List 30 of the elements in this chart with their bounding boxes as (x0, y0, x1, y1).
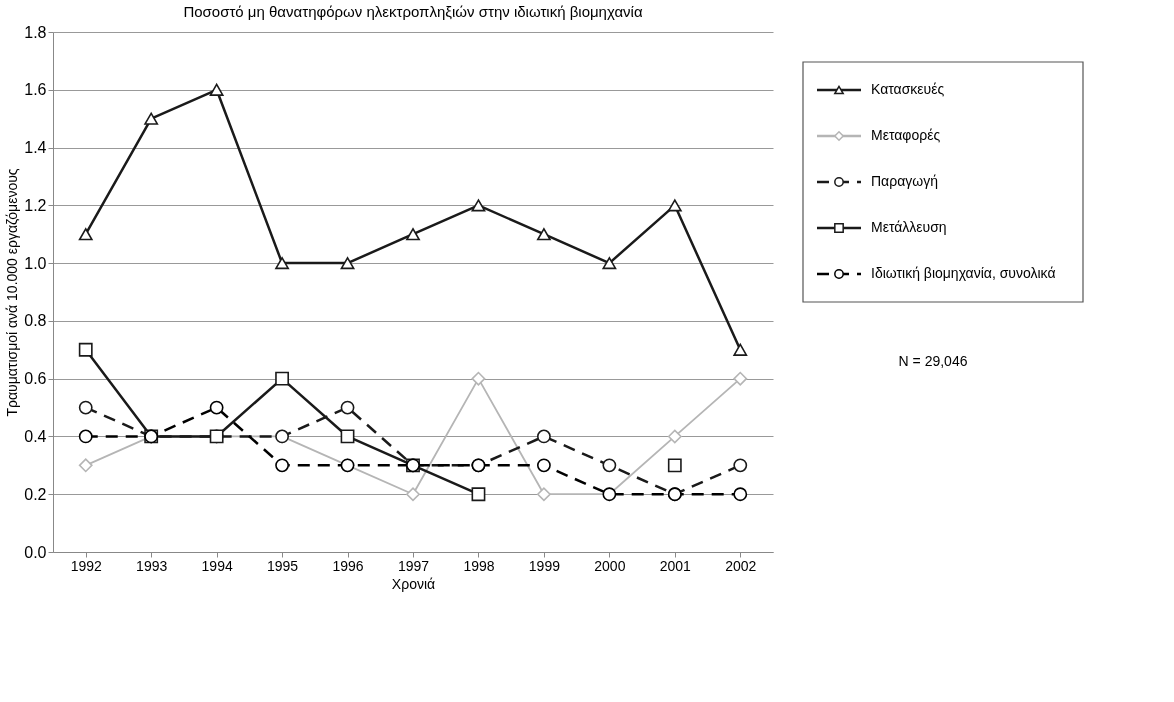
legend-label: Ιδιωτική βιομηχανία, συνολικά (871, 265, 1056, 281)
y-axis-title: Τραυματισμοί ανά 10.000 εργαζόμενους (4, 168, 21, 417)
x-tick-label: 1999 (528, 557, 561, 574)
y-tick-label: 0.4 (24, 427, 47, 445)
x-tick-label: 1994 (201, 557, 233, 574)
y-tick-label: 1.2 (24, 196, 47, 214)
y-tick-label: 1.8 (24, 23, 47, 41)
x-tick-label: 1997 (397, 557, 430, 574)
x-tick-label: 2002 (725, 557, 757, 574)
legend-label: Παραγωγή (871, 173, 938, 189)
y-tick-label: 1.6 (24, 81, 47, 99)
y-tick-label: 0.6 (24, 370, 47, 388)
y-tick-label: 0.8 (24, 312, 47, 330)
legend-label: Μεταφορές (871, 127, 941, 143)
x-tick-label: 1996 (332, 557, 364, 574)
y-tick-label: 1.4 (24, 139, 47, 157)
y-tick-label: 1.0 (24, 254, 47, 272)
y-tick-label: 0.0 (24, 543, 47, 561)
y-tick-label: 0.2 (24, 485, 47, 503)
legend-label: Μετάλλευση (871, 219, 947, 235)
text: N = 29,046 (898, 353, 968, 369)
x-axis-title: Χρονιά (391, 575, 436, 592)
x-tick-label: 1995 (267, 557, 299, 574)
legend-label: Κατασκευές (871, 81, 945, 97)
x-tick-label: 1992 (70, 557, 103, 574)
x-tick-label: 2001 (659, 557, 692, 574)
x-tick-label: 1998 (463, 557, 495, 574)
x-tick-label: 2000 (594, 557, 626, 574)
x-tick-label: 1993 (136, 557, 168, 574)
chart-title: Ποσοστό μη θανατηφόρων ηλεκτροπληξιών στην ιδιωτική βιομηχανία (183, 3, 643, 20)
